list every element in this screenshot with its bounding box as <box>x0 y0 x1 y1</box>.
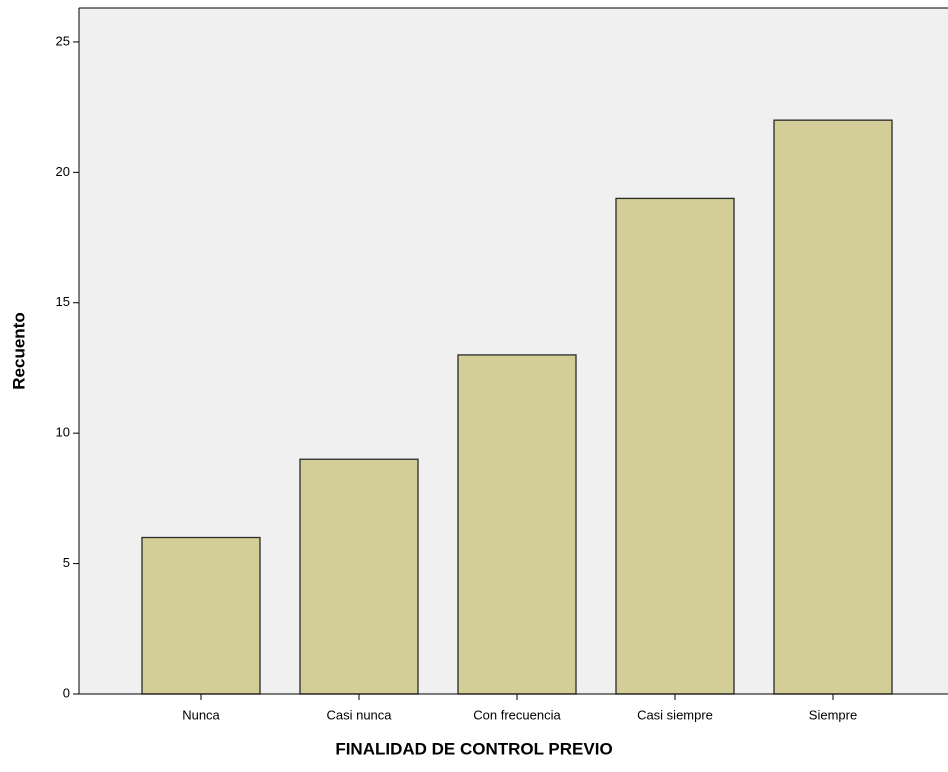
y-tick-label: 0 <box>63 685 70 700</box>
y-tick-label: 5 <box>63 555 70 570</box>
x-tick-label: Casi siempre <box>637 707 713 722</box>
x-tick-label: Con frecuencia <box>473 707 561 722</box>
y-tick-label: 15 <box>56 294 70 309</box>
x-tick-label: Siempre <box>809 707 857 722</box>
x-axis-title: FINALIDAD DE CONTROL PREVIO <box>335 739 612 758</box>
x-tick-label: Nunca <box>182 707 220 722</box>
y-tick-label: 25 <box>56 33 70 48</box>
x-tick-label: Casi nunca <box>326 707 392 722</box>
y-tick-label: 20 <box>56 164 70 179</box>
y-tick-label: 10 <box>56 425 70 440</box>
bar <box>299 458 419 695</box>
bar <box>141 536 261 695</box>
bar <box>457 354 577 695</box>
bar <box>615 197 735 695</box>
y-axis-title: Recuento <box>9 312 28 389</box>
bar <box>773 119 893 695</box>
